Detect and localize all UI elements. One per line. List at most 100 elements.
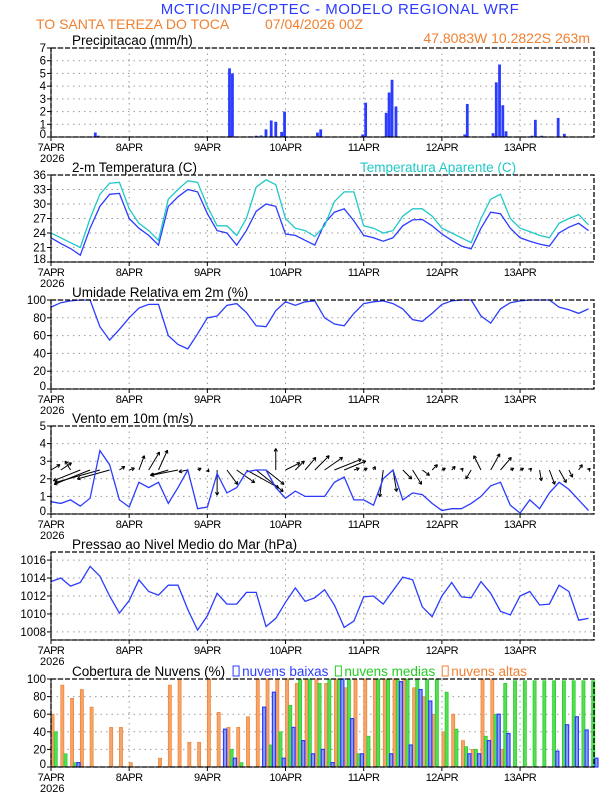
wind-vector-arrow [451,465,456,471]
y-tick-label: 24 [33,228,46,240]
cloud-bar-nuvens-baixas [389,753,394,768]
wind-vector-arrow [465,469,472,480]
cloud-bar-nuvens-baixas [555,750,560,768]
cloud-bar-nuvens-altas [304,678,309,768]
x-tick-label: 7APR [38,772,65,784]
wind-vector-arrow [76,469,110,481]
x-tick-label: 8APR [116,394,143,406]
wind-vector-arrow [412,469,423,485]
precip-bar [231,73,234,137]
plot-frame [50,174,595,263]
x-tick-label: 8APR [116,267,143,279]
y-tick-label: 20 [33,366,46,378]
wind-vector-arrow [528,467,533,472]
x-year-label: 2026 [40,656,64,668]
cloud-bar-nuvens-altas [216,712,221,768]
x-tick-label: 10APR [269,267,302,279]
x-tick-label: 9APR [194,394,221,406]
panel-title: Precipitacao (mm/h) [72,33,193,48]
x-tick-label: 8APR [116,142,143,154]
cloud-bar-nuvens-altas [246,716,250,768]
panel-title: 2-m Temperatura (C) [72,160,197,175]
x-year-label: 2026 [40,405,64,417]
cloud-bar-nuvens-baixas [398,681,404,768]
cloud-bar-nuvens-medias [327,678,332,768]
x-tick-label: 13APR [504,519,537,531]
y-tick-label: 60 [33,331,46,343]
x-tick-label: 10APR [269,394,302,406]
cloud-bar-nuvens-baixas [506,732,511,768]
cloud-bar-nuvens-altas [265,678,270,768]
precip-bar [387,92,391,137]
y-tick-label: 80 [33,692,46,704]
cloud-bar-nuvens-altas [363,678,368,768]
x-tick-label: 11APR [348,394,380,406]
cloud-bar-nuvens-baixas [584,729,589,768]
wind-vector-arrow [490,453,501,471]
cloud-bar-nuvens-medias [454,728,459,768]
x-year-label: 2026 [40,278,64,290]
cloud-bar-nuvens-altas [197,742,202,768]
header-coords: 47.8083W 10.2822S 263m [423,30,590,46]
y-tick-label: 36 [33,170,46,182]
y-tick-label: 40 [33,727,46,739]
cloud-bar-nuvens-medias [532,680,537,768]
cloud-bar-nuvens-altas [480,678,485,768]
legend: nuvens baixas nuvens medias nuvens altas [232,664,527,679]
precip-bar [364,102,368,137]
cloud-bar-nuvens-altas [470,749,475,768]
cloud-bar-nuvens-baixas [301,739,306,768]
cloud-bar-nuvens-medias [542,680,547,768]
cloud-bar-nuvens-altas [461,740,465,768]
cloud-bar-nuvens-altas [373,678,377,768]
series-line-0 [50,299,589,350]
wind-vector-arrow [64,460,71,471]
precip-bar [465,103,469,137]
wind-vector-arrow [568,469,574,478]
y-tick-label: 1 [40,491,46,503]
series-line-1 [50,179,589,249]
x-tick-label: 9APR [194,645,221,657]
precip-bar [319,129,323,137]
wind-vector-arrow [236,469,256,484]
x-tick-label: 12APR [426,645,459,657]
cloud-bar-nuvens-altas [236,727,241,768]
x-tick-label: 10APR [269,519,302,531]
cloud-bar-nuvens-altas [421,696,426,768]
series-line-0 [50,188,589,257]
cloud-bar-nuvens-baixas [594,757,599,768]
plot-frame [50,551,595,641]
y-tick-label: 2 [40,474,46,486]
cloud-bar-nuvens-baixas [476,753,482,768]
x-tick-label: 10APR [269,645,302,657]
cloud-bar-nuvens-altas [334,678,338,768]
x-tick-label: 11APR [348,142,380,154]
cloud-bar-nuvens-baixas [271,691,277,768]
cloud-bar-nuvens-altas [70,698,74,768]
precip-bar [264,129,268,137]
legend-swatch [441,665,449,677]
wind-vector-arrow [226,469,239,485]
x-tick-label: 11APR [348,267,380,279]
cloud-bar-nuvens-altas [382,678,387,768]
precip-bar [280,131,284,137]
cloud-bar-nuvens-altas [343,687,348,768]
cloud-bar-nuvens-altas [255,678,260,768]
wind-vector-arrow [178,469,188,474]
cloud-bar-nuvens-altas [500,749,504,768]
precip-bar [533,119,537,137]
cloud-bar-nuvens-baixas [349,717,355,768]
cloud-bar-nuvens-altas [451,713,456,768]
y-tick-label: 20 [33,744,46,756]
y-tick-label: 0 [40,381,46,393]
cloud-bar-nuvens-altas [353,678,358,768]
legend-swatch [232,665,240,677]
cloud-bar-nuvens-altas [60,684,65,768]
wind-vector-arrow [294,460,305,471]
cloud-bar-nuvens-medias [444,691,449,768]
cloud-bar-nuvens-altas [324,683,329,768]
cloud-bar-nuvens-baixas [486,739,492,768]
x-year-label: 2026 [40,530,64,542]
